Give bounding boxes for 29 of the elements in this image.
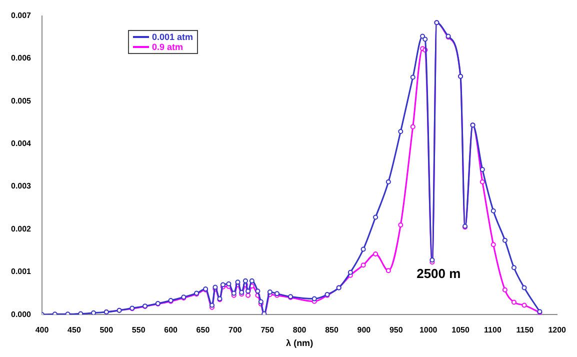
y-tick-label: 0.001 bbox=[10, 267, 32, 276]
y-tick-label: 0.002 bbox=[10, 224, 32, 234]
x-tick-label: 750 bbox=[260, 326, 275, 335]
x-tick-label: 900 bbox=[357, 326, 372, 335]
x-tick-label: 400 bbox=[35, 326, 50, 335]
y-tick-label: 0.005 bbox=[10, 96, 32, 106]
x-tick-label: 550 bbox=[132, 326, 146, 335]
y-tick-label: 0.000 bbox=[10, 310, 32, 319]
y-tick-label: 0.004 bbox=[10, 139, 32, 148]
x-tick-label: 600 bbox=[164, 326, 178, 335]
x-tick-label: 450 bbox=[68, 326, 82, 335]
x-tick-label: 1100 bbox=[484, 326, 502, 335]
x-tick-label: 950 bbox=[389, 326, 404, 335]
y-tick-label: 0.007 bbox=[10, 11, 32, 20]
x-tick-label: 800 bbox=[292, 326, 307, 335]
x-tick-label: 500 bbox=[100, 326, 114, 335]
y-tick-label: 0.003 bbox=[10, 182, 32, 191]
y-tick-label: 0.006 bbox=[10, 54, 32, 63]
x-axis-title: λ (nm) bbox=[286, 338, 314, 348]
x-tick-label: 1050 bbox=[452, 326, 470, 335]
x-tick-label: 650 bbox=[196, 326, 210, 335]
x-tick-label: 1150 bbox=[516, 326, 534, 335]
x-tick-label: 700 bbox=[228, 326, 242, 335]
x-tick-label: 1200 bbox=[548, 326, 567, 335]
x-tick-label: 1000 bbox=[419, 326, 438, 335]
x-tick-label: 850 bbox=[325, 326, 339, 335]
legend-label: 0.001 atm bbox=[152, 32, 194, 42]
annotation: 2500 m bbox=[416, 266, 461, 281]
legend-label: 0.9 atm bbox=[152, 42, 184, 52]
